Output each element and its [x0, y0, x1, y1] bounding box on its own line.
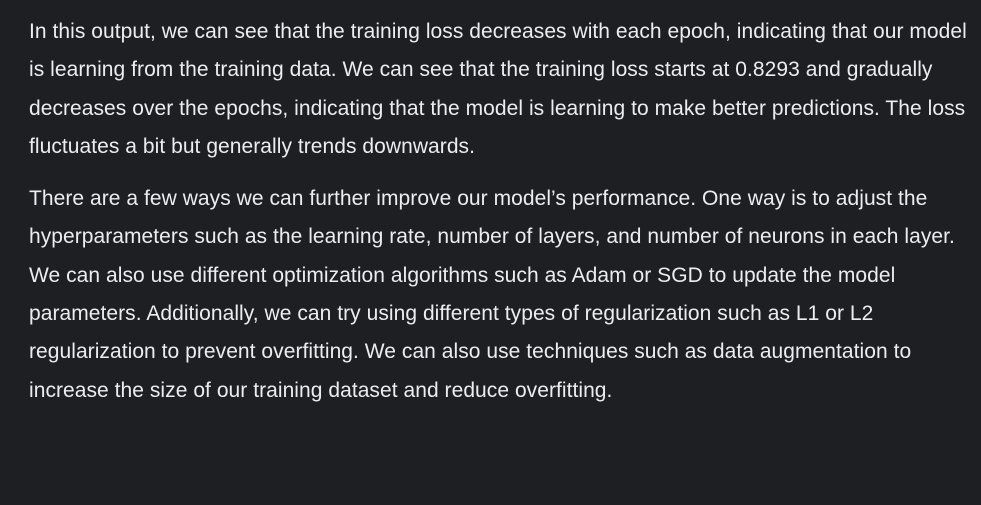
message-paragraph-1: In this output, we can see that the trai…	[29, 20, 967, 158]
message-paragraph-2: There are a few ways we can further impr…	[29, 187, 955, 402]
assistant-message: In this output, we can see that the trai…	[29, 13, 969, 410]
